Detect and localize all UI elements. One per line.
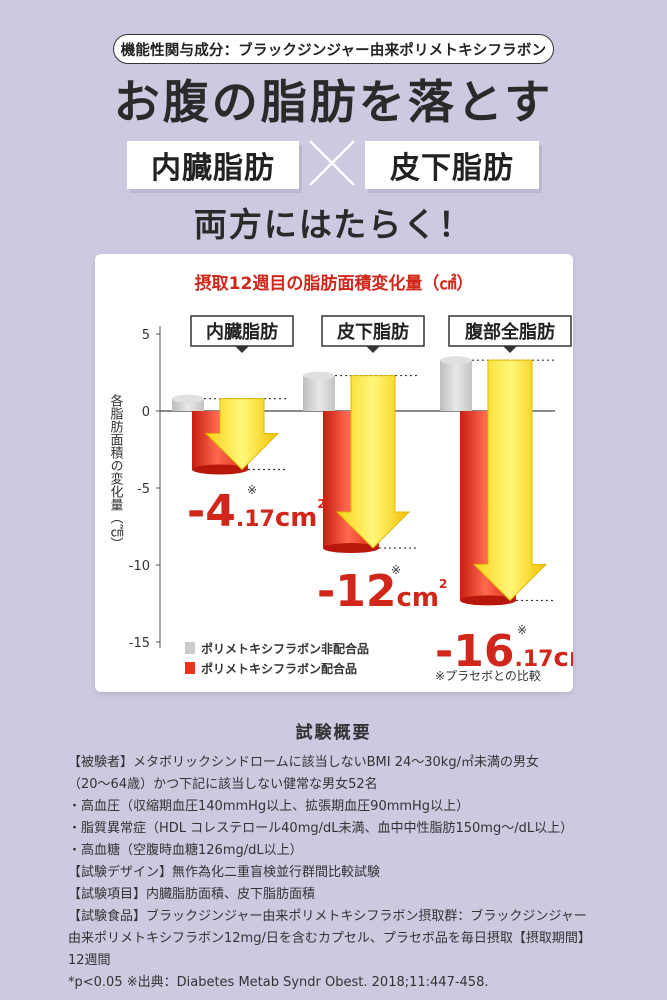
category-label: 腹部全脂肪 bbox=[465, 321, 555, 343]
trial-notes: 【被験者】メタボリックシンドロームに該当しないBMI 24〜30kg/㎡未満の男… bbox=[68, 752, 608, 994]
category-label: 内臓脂肪 bbox=[206, 321, 278, 343]
difference-label: -12cm2 bbox=[317, 566, 447, 617]
chart-card: 摂取12週目の脂肪面積変化量（㎠） 5 0 -5 -10 -15 各脂肪面積の変化量（㎠） 内… bbox=[95, 254, 573, 692]
bar-active-bottom bbox=[192, 464, 248, 475]
bar-active-bottom bbox=[460, 595, 516, 606]
difference-label: -4.17cm2 bbox=[187, 486, 326, 537]
legend-swatch-placebo bbox=[185, 642, 195, 654]
legend-label-placebo: ポリメトキシフラボン非配合品 bbox=[201, 641, 369, 656]
difference-arrow bbox=[335, 375, 411, 549]
trial-line: ・高血圧（収縮期血圧140mmHg以上、拡張期血圧90mmHg以上） bbox=[68, 799, 470, 814]
bar-placebo-top bbox=[303, 371, 335, 380]
category-box bbox=[321, 315, 425, 347]
fat-change-chart: 摂取12週目の脂肪面積変化量（㎠） 5 0 -5 -10 -15 各脂肪面積の変化量（㎠） 内… bbox=[108, 273, 574, 683]
legend-swatch-active bbox=[185, 662, 195, 674]
y-tick-label: -15 bbox=[129, 636, 150, 651]
significance-mark: ※ bbox=[517, 623, 527, 637]
chart-footnote: ※プラセボとの比較 bbox=[435, 668, 541, 683]
trial-line: 由来ポリメトキシフラボン12mg/日を含むカプセル、プラセボ品を毎日摂取【摂取期… bbox=[68, 931, 591, 946]
subline: 両方にはたらく！ bbox=[193, 205, 474, 244]
y-axis-label: 各脂肪面積の変化量（㎠） bbox=[108, 393, 124, 550]
trial-line: （20〜64歳）かつ下記に該当しない健常な男女52名 bbox=[68, 777, 378, 792]
y-tick-label: 5 bbox=[142, 328, 150, 343]
tag-subcutaneous-fat: 皮下脂肪 bbox=[365, 141, 539, 189]
trial-title: 試験概要 bbox=[295, 723, 372, 743]
trial-line: 【被験者】メタボリックシンドロームに該当しないBMI 24〜30kg/㎡未満の男… bbox=[68, 755, 539, 770]
difference-arrow bbox=[472, 359, 548, 602]
legend-label-active: ポリメトキシフラボン配合品 bbox=[201, 661, 357, 676]
bar-placebo-top bbox=[172, 394, 204, 403]
trial-line: 【試験食品】ブラックジンジャー由来ポリメトキシフラボン摂取群：ブラックジンジャー bbox=[68, 909, 587, 924]
bar-placebo bbox=[440, 360, 472, 411]
category-pointer bbox=[235, 346, 249, 353]
trial-line: ・脂質異常症（HDL コレステロール40mg/dL未満、血中中性脂肪150mg〜… bbox=[68, 821, 574, 836]
category-box bbox=[190, 315, 294, 347]
cross-icon bbox=[309, 140, 355, 186]
y-tick-label: -10 bbox=[129, 559, 150, 574]
difference-label: -16.17cm2 bbox=[435, 626, 573, 677]
headline: お腹の脂肪を落とす bbox=[113, 75, 554, 129]
trial-line: 【試験デザイン】無作為化二重盲検並行群間比較試験 bbox=[68, 865, 381, 880]
difference-arrow bbox=[204, 398, 280, 471]
significance-mark: ※ bbox=[391, 563, 401, 577]
tag-visceral-fat: 内臓脂肪 bbox=[127, 141, 299, 189]
category-pointer bbox=[503, 346, 517, 353]
category-label: 皮下脂肪 bbox=[337, 321, 409, 343]
trial-line: ・高血糖（空腹時血糖126mg/dL以上） bbox=[68, 843, 303, 858]
trial-line: 【試験項目】内臓脂肪面積、皮下脂肪面積 bbox=[68, 887, 316, 902]
bar-placebo-top bbox=[440, 356, 472, 365]
bar-placebo bbox=[303, 375, 335, 411]
trial-line: 12週間 bbox=[68, 953, 111, 968]
category-pointer bbox=[366, 346, 380, 353]
y-tick-label: 0 bbox=[142, 405, 150, 420]
trial-line: *p<0.05 ※出典：Diabetes Metab Syndr Obest. … bbox=[68, 975, 489, 990]
significance-mark: ※ bbox=[247, 483, 257, 497]
y-tick-label: -5 bbox=[137, 482, 150, 497]
chart-title: 摂取12週目の脂肪面積変化量（㎠） bbox=[195, 273, 474, 294]
ingredient-pill: 機能性関与成分：ブラックジンジャー由来ポリメトキシフラボン bbox=[113, 34, 554, 64]
bar-active-bottom bbox=[323, 543, 379, 554]
